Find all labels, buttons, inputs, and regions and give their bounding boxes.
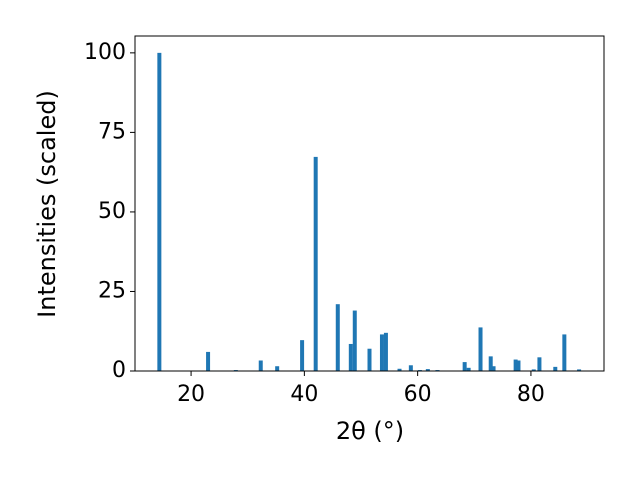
x-tick-label: 60 [404,382,432,407]
y-tick-label: 0 [112,358,126,383]
bar [379,334,384,371]
bar [531,369,536,371]
bar [562,334,567,371]
bar [408,365,413,371]
bar [513,359,518,371]
x-tick-label: 20 [177,382,205,407]
bar [478,327,483,371]
bar [537,357,542,371]
y-tick-label: 100 [84,40,126,65]
bar [367,348,372,371]
x-tick-label: 80 [517,382,545,407]
bar [491,366,496,371]
bar [397,368,402,371]
bar [157,52,162,371]
bar [313,156,318,371]
y-tick-label: 50 [98,199,126,224]
bar [348,343,353,371]
bar [383,332,388,371]
bar [258,360,263,371]
x-axis-label: 2θ (°) [336,417,404,445]
bar [425,369,430,371]
y-tick-label: 25 [98,278,126,303]
bar [462,362,467,371]
x-tick-label: 40 [290,382,318,407]
bar [553,366,558,371]
bar [466,367,471,371]
bar [275,366,280,371]
bar [488,356,493,371]
bar [352,310,357,371]
y-tick-label: 75 [98,119,126,144]
plot-frame [134,35,605,372]
bar [516,360,521,371]
bar [206,351,211,371]
bar [300,340,305,371]
y-axis-label: Intensities (scaled) [33,90,61,318]
bar [335,304,340,371]
bar [577,369,582,371]
